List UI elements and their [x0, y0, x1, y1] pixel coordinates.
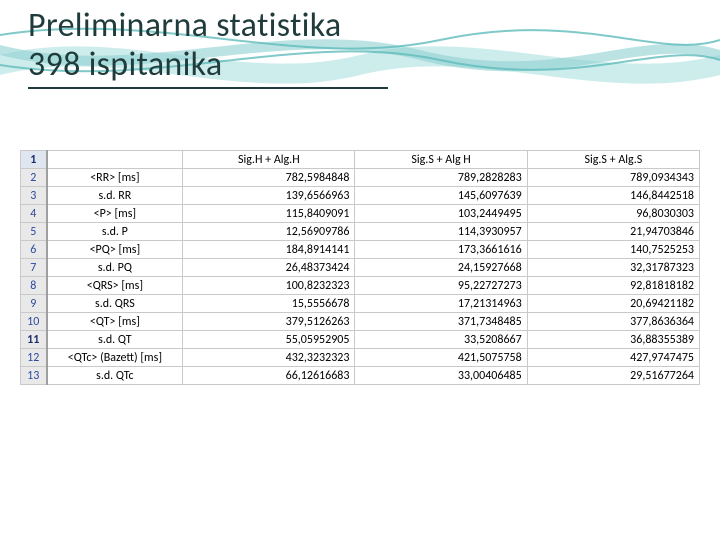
title-line-1: Preliminarna statistika: [28, 6, 388, 45]
value-cell: 55,05952905: [183, 331, 355, 349]
row-number: 5: [21, 223, 47, 241]
table-row: 2<RR> [ms]782,5984848789,2828283789,0934…: [21, 169, 700, 187]
value-cell: 432,3232323: [183, 349, 355, 367]
value-cell: 33,00406485: [355, 367, 527, 385]
row-number: 6: [21, 241, 47, 259]
value-cell: 377,8636364: [527, 313, 699, 331]
table-row: 5s.d. P12,56909786114,393095721,94703846: [21, 223, 700, 241]
row-label: <QTc> (Bazett) [ms]: [47, 349, 183, 367]
value-cell: 782,5984848: [183, 169, 355, 187]
value-cell: 33,5208667: [355, 331, 527, 349]
table-row: 9s.d. QRS15,555667817,2131496320,6942118…: [21, 295, 700, 313]
row-number: 10: [21, 313, 47, 331]
value-cell: 146,8442518: [527, 187, 699, 205]
value-cell: 12,56909786: [183, 223, 355, 241]
value-cell: 17,21314963: [355, 295, 527, 313]
column-header: Sig.H + Alg.H: [183, 151, 355, 169]
row-number: 4: [21, 205, 47, 223]
table-row: 3s.d. RR139,6566963145,6097639146,844251…: [21, 187, 700, 205]
table-row: 13s.d. QTc66,1261668333,0040648529,51677…: [21, 367, 700, 385]
row-label: s.d. RR: [47, 187, 183, 205]
row-label: <QT> [ms]: [47, 313, 183, 331]
table-row: 6<PQ> [ms]184,8914141173,3661616140,7525…: [21, 241, 700, 259]
value-cell: 95,22727273: [355, 277, 527, 295]
row-label: <PQ> [ms]: [47, 241, 183, 259]
column-header: Sig.S + Alg H: [355, 151, 527, 169]
row-label: s.d. QT: [47, 331, 183, 349]
title-underline: [28, 87, 388, 89]
value-cell: 427,9747475: [527, 349, 699, 367]
value-cell: 371,7348485: [355, 313, 527, 331]
value-cell: 114,3930957: [355, 223, 527, 241]
value-cell: 29,51677264: [527, 367, 699, 385]
value-cell: 103,2449495: [355, 205, 527, 223]
value-cell: 100,8232323: [183, 277, 355, 295]
value-cell: 20,69421182: [527, 295, 699, 313]
value-cell: 789,0934343: [527, 169, 699, 187]
slide-title: Preliminarna statistika 398 ispitanika: [28, 6, 388, 89]
row-label: <QRS> [ms]: [47, 277, 183, 295]
table-header-row: 1 Sig.H + Alg.HSig.S + Alg HSig.S + Alg.S: [21, 151, 700, 169]
value-cell: 96,8030303: [527, 205, 699, 223]
value-cell: 21,94703846: [527, 223, 699, 241]
value-cell: 379,5126263: [183, 313, 355, 331]
table-row: 11s.d. QT55,0595290533,520866736,8835538…: [21, 331, 700, 349]
table-row: 7s.d. PQ26,4837342424,1592766832,3178732…: [21, 259, 700, 277]
value-cell: 421,5075758: [355, 349, 527, 367]
row-number: 2: [21, 169, 47, 187]
table-row: 12<QTc> (Bazett) [ms]432,3232323421,5075…: [21, 349, 700, 367]
row-label: s.d. PQ: [47, 259, 183, 277]
value-cell: 145,6097639: [355, 187, 527, 205]
row-number: 13: [21, 367, 47, 385]
value-cell: 36,88355389: [527, 331, 699, 349]
value-cell: 32,31787323: [527, 259, 699, 277]
table-row: 8<QRS> [ms]100,823232395,2272727392,8181…: [21, 277, 700, 295]
value-cell: 139,6566963: [183, 187, 355, 205]
title-line-2: 398 ispitanika: [28, 45, 388, 84]
value-cell: 140,7525253: [527, 241, 699, 259]
value-cell: 24,15927668: [355, 259, 527, 277]
row-number: 3: [21, 187, 47, 205]
value-cell: 184,8914141: [183, 241, 355, 259]
row-number: 8: [21, 277, 47, 295]
table-row: 10<QT> [ms]379,5126263371,7348485377,863…: [21, 313, 700, 331]
column-header: Sig.S + Alg.S: [527, 151, 699, 169]
value-cell: 92,81818182: [527, 277, 699, 295]
row-label: s.d. P: [47, 223, 183, 241]
row-label: <RR> [ms]: [47, 169, 183, 187]
row-label: s.d. QRS: [47, 295, 183, 313]
header-label-cell: [47, 151, 183, 169]
value-cell: 26,48373424: [183, 259, 355, 277]
statistics-table-container: 1 Sig.H + Alg.HSig.S + Alg HSig.S + Alg.S…: [20, 150, 700, 385]
row-number: 7: [21, 259, 47, 277]
row-label: <P> [ms]: [47, 205, 183, 223]
value-cell: 115,8409091: [183, 205, 355, 223]
row-number: 1: [21, 151, 47, 169]
value-cell: 173,3661616: [355, 241, 527, 259]
row-number: 12: [21, 349, 47, 367]
table-row: 4<P> [ms]115,8409091103,244949596,803030…: [21, 205, 700, 223]
row-number: 11: [21, 331, 47, 349]
value-cell: 789,2828283: [355, 169, 527, 187]
statistics-table: 1 Sig.H + Alg.HSig.S + Alg HSig.S + Alg.S…: [20, 150, 700, 385]
value-cell: 15,5556678: [183, 295, 355, 313]
row-number: 9: [21, 295, 47, 313]
value-cell: 66,12616683: [183, 367, 355, 385]
row-label: s.d. QTc: [47, 367, 183, 385]
